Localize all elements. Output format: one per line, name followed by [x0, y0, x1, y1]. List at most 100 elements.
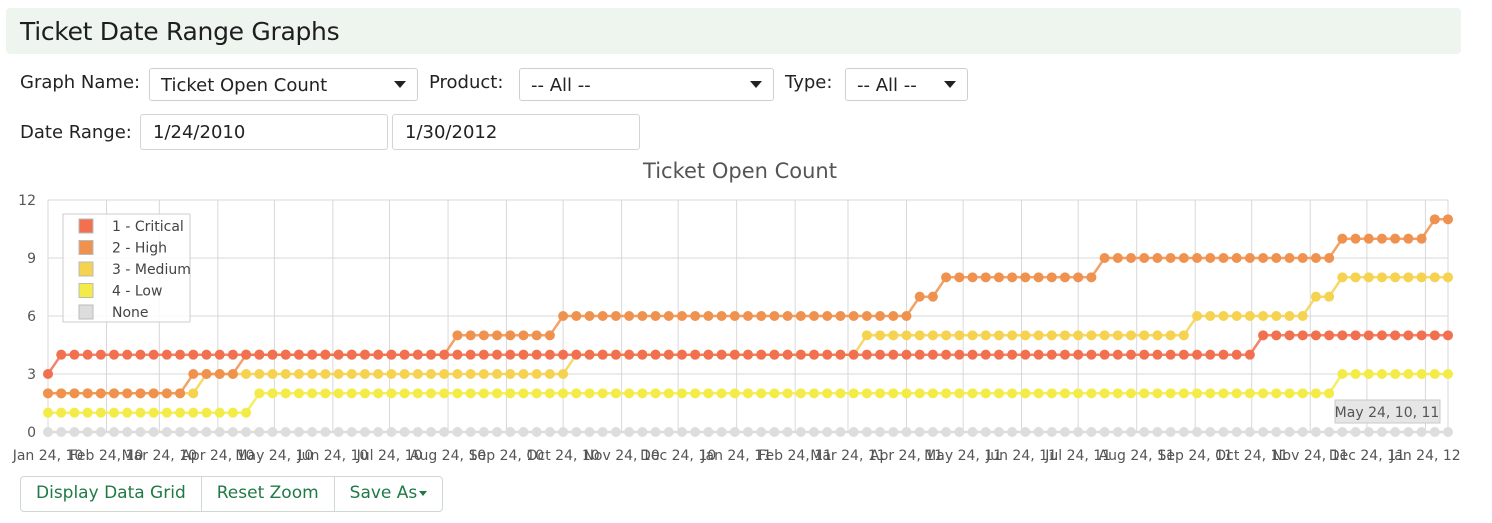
data-point [307, 388, 318, 399]
data-point [1416, 330, 1427, 341]
data-point [1271, 427, 1282, 437]
data-point [1390, 272, 1401, 283]
data-point [333, 388, 344, 399]
data-point [254, 349, 265, 360]
data-point [1244, 349, 1255, 360]
data-point [809, 427, 820, 437]
data-point [1099, 427, 1110, 437]
data-point [875, 330, 886, 341]
data-point [1059, 349, 1070, 360]
data-point [492, 330, 503, 341]
data-point [1390, 330, 1401, 341]
data-point [729, 388, 740, 399]
data-point [822, 311, 833, 321]
data-point [1376, 233, 1387, 244]
data-point [690, 388, 701, 399]
data-point [1165, 349, 1176, 360]
data-point [1416, 369, 1427, 379]
data-point [1192, 253, 1203, 263]
y-tick-label: 6 [27, 309, 36, 325]
data-point [373, 369, 384, 379]
data-point [241, 369, 252, 379]
data-point [993, 349, 1004, 360]
display-data-grid-button[interactable]: Display Data Grid [21, 477, 202, 511]
data-point [1099, 330, 1110, 341]
data-point [241, 349, 252, 360]
data-point [465, 349, 476, 360]
data-point [1178, 388, 1189, 399]
data-point [1324, 330, 1335, 341]
x-tick-label: Jun 24, 10 [296, 448, 368, 464]
data-point [690, 311, 701, 321]
reset-zoom-button[interactable]: Reset Zoom [202, 477, 335, 511]
data-point [782, 349, 793, 360]
data-point [518, 330, 529, 341]
data-point [1403, 369, 1414, 379]
data-point [927, 291, 938, 302]
data-point [426, 369, 437, 379]
data-point [386, 349, 397, 360]
product-label: Product: [429, 72, 504, 93]
data-point [1271, 388, 1282, 399]
data-point [941, 330, 952, 341]
save-as-button[interactable]: Save As [335, 477, 443, 511]
data-point [835, 388, 846, 399]
data-point [320, 427, 331, 437]
data-point [1376, 369, 1387, 379]
data-point [1258, 253, 1269, 263]
x-tick-label: Apr 24, 11 [870, 448, 943, 464]
data-point [109, 427, 120, 437]
data-point [95, 349, 106, 360]
data-point [967, 349, 978, 360]
data-point [1020, 388, 1031, 399]
graph-name-select[interactable]: Ticket Open Count [149, 68, 418, 101]
data-point [1350, 427, 1361, 437]
data-point [743, 388, 753, 399]
data-point [505, 369, 516, 379]
type-label: Type: [785, 72, 833, 93]
data-point [901, 311, 912, 321]
data-point [756, 349, 767, 360]
type-select[interactable]: -- All -- [845, 68, 968, 101]
data-point [1429, 272, 1440, 283]
data-point [967, 330, 978, 341]
data-point [1218, 427, 1229, 437]
date-end-input[interactable]: 1/30/2012 [392, 114, 640, 150]
data-point [835, 349, 846, 360]
x-tick-label: Aug 24, 10 [410, 448, 486, 464]
data-point [69, 349, 80, 360]
date-start-input[interactable]: 1/24/2010 [140, 114, 388, 150]
save-as-label: Save As [349, 483, 418, 503]
data-point [122, 349, 133, 360]
data-point [399, 427, 410, 437]
x-tick-label: Mar 24, 10 [122, 448, 197, 464]
data-point [1337, 330, 1348, 341]
data-point [1046, 427, 1057, 437]
data-point [452, 349, 463, 360]
data-point [1376, 272, 1387, 283]
data-point [954, 330, 965, 341]
data-point [637, 388, 648, 399]
data-point [333, 349, 344, 360]
product-select[interactable]: -- All -- [519, 68, 774, 101]
data-point [624, 311, 635, 321]
legend-label: None [112, 305, 149, 321]
data-point [1139, 427, 1150, 437]
data-point [809, 388, 820, 399]
data-point [241, 427, 252, 437]
graph-name-label: Graph Name: [20, 72, 141, 93]
data-point [227, 427, 238, 437]
data-point [571, 349, 582, 360]
x-tick-label: Dec 24, 10 [640, 448, 716, 464]
data-point [584, 311, 595, 321]
data-point [1205, 349, 1216, 360]
data-point [676, 349, 687, 360]
x-tick-label: Aug 24, 11 [1099, 448, 1175, 464]
data-point [954, 272, 965, 283]
data-point [439, 349, 450, 360]
legend-swatch [78, 240, 94, 255]
data-point [122, 407, 133, 418]
data-point [293, 388, 304, 399]
data-point [412, 427, 423, 437]
